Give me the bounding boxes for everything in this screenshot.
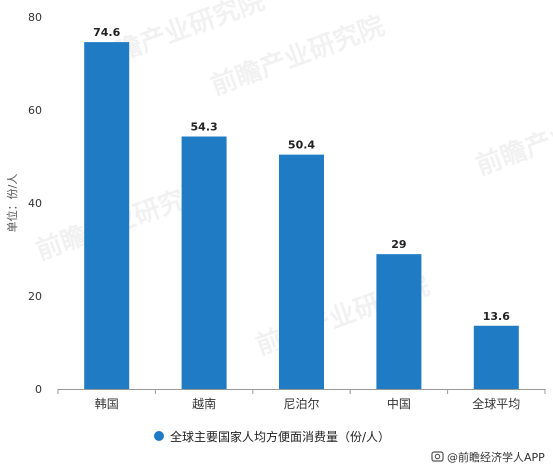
legend-label: 全球主要国家人均方便面消费量（份/人） [170, 429, 390, 444]
x-category-label: 越南 [192, 396, 216, 411]
credit-text: @前瞻经济学人APP [447, 450, 545, 464]
data-label: 50.4 [288, 139, 315, 152]
bar[interactable] [84, 42, 130, 390]
y-tick-label: 40 [28, 197, 42, 210]
x-axis-categories: 韩国 越南 尼泊尔 中国 全球平均 [57, 389, 546, 411]
data-label: 74.6 [93, 26, 120, 39]
y-tick-label: 0 [35, 383, 42, 396]
y-axis-title: 单位：份/人 [5, 174, 19, 233]
bar-series: 74.6 54.3 50.4 29 13.6 [84, 26, 519, 390]
data-label: 54.3 [191, 121, 218, 134]
bar[interactable] [376, 254, 422, 389]
bar[interactable] [279, 154, 324, 389]
x-category-label: 尼泊尔 [283, 396, 319, 411]
x-category-label: 全球平均 [472, 396, 520, 411]
y-axis-ticks: 0 20 40 60 80 [28, 11, 42, 396]
x-category-label: 中国 [387, 396, 411, 411]
legend[interactable]: 全球主要国家人均方便面消费量（份/人） [154, 429, 390, 444]
y-tick-label: 20 [28, 290, 42, 303]
bar[interactable] [181, 136, 227, 389]
bar[interactable] [473, 325, 519, 389]
data-label: 29 [391, 238, 406, 251]
credit: @前瞻经济学人APP [431, 450, 545, 464]
legend-marker-icon [154, 431, 164, 441]
x-category-label: 韩国 [95, 396, 119, 411]
watermark-text: 前瞻产业研究院 [472, 90, 553, 181]
data-label: 13.6 [483, 310, 510, 323]
y-tick-label: 80 [28, 11, 42, 24]
y-tick-label: 60 [28, 104, 42, 117]
camera-icon [431, 451, 444, 462]
